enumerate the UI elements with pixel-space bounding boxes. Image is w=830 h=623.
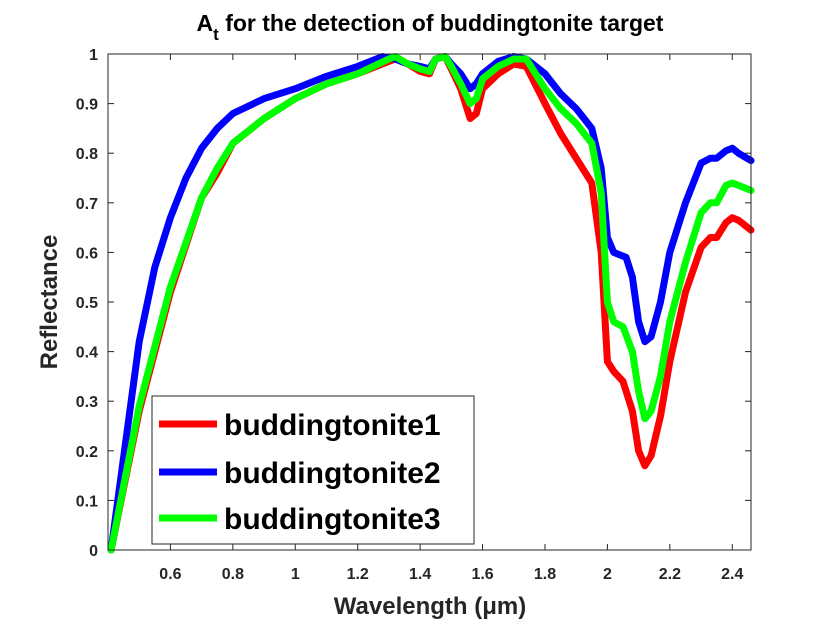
x-tick-label: 1.2	[347, 566, 369, 583]
x-tick-label: 0.8	[222, 566, 244, 583]
legend-label-1: buddingtonite1	[224, 409, 441, 442]
y-tick-label: 1	[89, 47, 98, 64]
y-tick-label: 0.6	[76, 245, 98, 262]
legend: buddingtonite1 buddingtonite2 buddington…	[151, 395, 475, 545]
series-layer	[107, 53, 755, 554]
x-tick-label: 0.6	[159, 566, 181, 583]
x-tick-label: 2	[603, 566, 612, 583]
chart-title: At for the detection of buddingtonite ta…	[197, 10, 664, 44]
chart-title-subscript: t	[213, 25, 219, 44]
axes-layer: 0.6 0.8 1 1.2 1.4 1.6 1.8 2 2.2 2.4 0 0.1 0.2 0.3 0.4 0…	[76, 47, 752, 583]
series-line-buddingtonite2	[107, 53, 755, 554]
x-tick-label: 2.2	[659, 566, 681, 583]
y-tick-label: 0.4	[76, 345, 98, 362]
y-tick-label: 0.1	[76, 493, 98, 510]
y-tick-label: 0.5	[76, 295, 98, 312]
legend-label-2: buddingtonite2	[224, 457, 441, 490]
y-tick-label: 0.2	[76, 444, 98, 461]
chart-title-rest: for the detection of buddingtonite targe…	[219, 10, 664, 36]
x-tick-label: 1.8	[534, 566, 556, 583]
y-axis-label: Reflectance	[36, 235, 63, 370]
x-tick-label: 1	[291, 566, 300, 583]
y-tick-label: 0.9	[76, 97, 98, 114]
x-tick-label: 1.4	[409, 566, 431, 583]
x-tick-label: 2.4	[721, 566, 743, 583]
y-tick-label: 0.3	[76, 394, 98, 411]
series-line-buddingtonite3	[107, 53, 755, 554]
x-axis-label: Wavelength (μm)	[334, 593, 526, 620]
x-tick-label: 1.6	[471, 566, 493, 583]
y-tick-label: 0.8	[76, 146, 98, 163]
legend-label-3: buddingtonite3	[224, 503, 441, 536]
chart-title-main: A	[197, 10, 214, 36]
y-tick-label: 0.7	[76, 196, 98, 213]
y-tick-label: 0	[89, 543, 98, 560]
